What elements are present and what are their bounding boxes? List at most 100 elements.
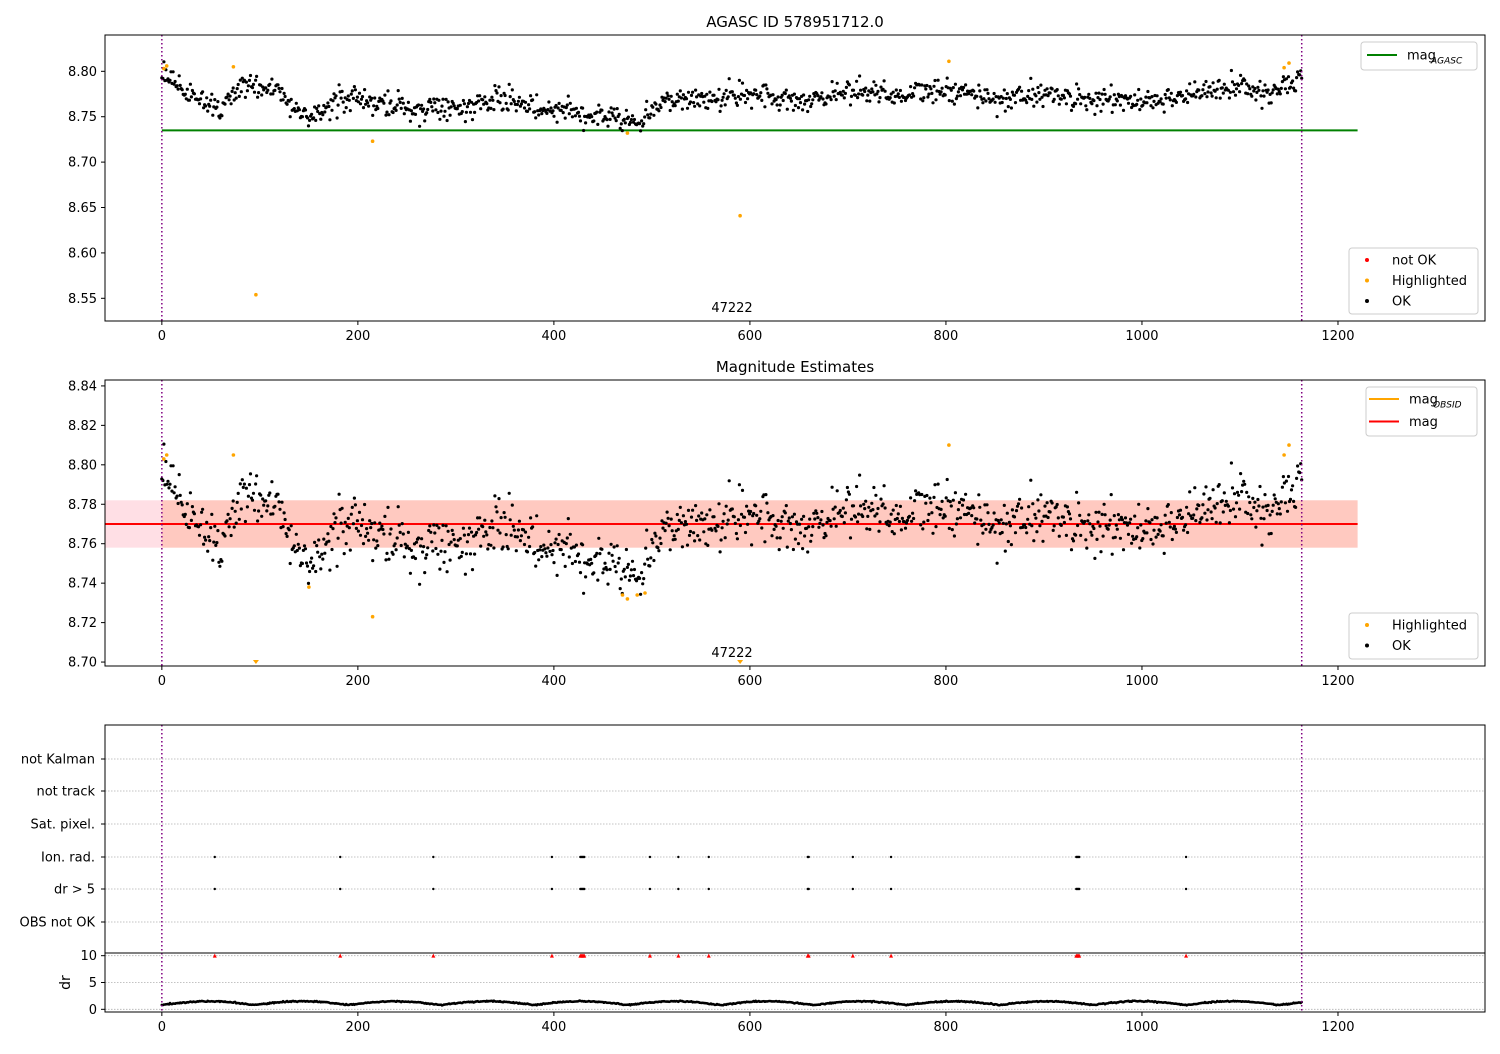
ok-point (228, 94, 232, 98)
ok-point (209, 526, 213, 530)
ok-point (710, 99, 714, 104)
ok-point (684, 522, 689, 526)
ok-point (211, 558, 215, 562)
ok-point (531, 98, 535, 102)
ok-point (444, 97, 448, 101)
ok-point (1161, 102, 1165, 106)
ok-point (232, 525, 236, 529)
ok-point (659, 105, 663, 110)
ok-point (534, 116, 538, 120)
ok-point (561, 111, 565, 115)
ok-point (434, 546, 438, 551)
legend-marker-0-label: not OK (1392, 254, 1437, 269)
ok-point (670, 100, 674, 104)
ok-point (811, 98, 815, 102)
ok-point (244, 80, 248, 84)
ok-point (1023, 523, 1027, 527)
ok-point (1041, 539, 1045, 543)
ok-point (1281, 75, 1285, 79)
ok-point (730, 90, 734, 94)
ok-point (355, 519, 359, 523)
ok-point (1016, 502, 1021, 506)
ok-point (991, 523, 995, 527)
ok-point (1149, 104, 1153, 108)
ok-point (1008, 97, 1013, 101)
flag-point (432, 887, 435, 891)
ok-point (897, 519, 902, 524)
ok-point (849, 94, 854, 98)
ok-point (308, 569, 312, 574)
ok-point (395, 103, 399, 107)
ok-point (620, 129, 624, 133)
ok-point (1271, 503, 1275, 507)
ok-point (739, 512, 744, 516)
ok-point (1288, 497, 1293, 501)
ok-point (549, 543, 553, 547)
x-tick-label: 600 (738, 329, 763, 344)
ok-point (977, 493, 981, 497)
ok-point (677, 518, 681, 523)
ok-point (844, 498, 849, 502)
ok-point (465, 105, 469, 109)
ok-point (535, 514, 539, 518)
ok-point (413, 556, 418, 561)
ok-point (511, 524, 515, 528)
ok-point (385, 110, 389, 114)
ok-point (582, 591, 586, 595)
ok-point (168, 78, 172, 82)
ok-point (708, 90, 712, 94)
ok-point (811, 525, 815, 529)
ok-point (247, 483, 252, 487)
ok-point (689, 93, 694, 97)
ok-point (1139, 523, 1143, 527)
ok-point (891, 508, 895, 512)
ok-point (1262, 517, 1266, 521)
ok-point (216, 529, 220, 533)
ok-point (422, 545, 426, 549)
ok-point (227, 98, 231, 102)
ok-point (694, 88, 698, 92)
ok-point (446, 529, 450, 533)
ok-point (814, 509, 818, 513)
ok-point (1003, 109, 1007, 113)
ok-point (1116, 92, 1120, 96)
ok-point (473, 110, 477, 114)
highlighted-point (625, 597, 630, 601)
ok-point (791, 108, 796, 112)
ok-point (883, 506, 887, 510)
ok-point (810, 102, 814, 106)
legend-marker-0-swatch (1365, 258, 1369, 262)
ok-point (1015, 504, 1020, 508)
ok-point (883, 89, 887, 93)
ok-point (757, 519, 761, 523)
ok-point (1298, 73, 1302, 77)
ok-point (237, 94, 241, 98)
ok-point (386, 89, 390, 93)
ok-point (331, 99, 335, 103)
ok-point (1036, 85, 1040, 90)
ok-point (1037, 91, 1041, 95)
ok-point (1226, 88, 1230, 92)
ok-point (919, 97, 923, 101)
ok-point (344, 542, 348, 546)
ok-point (192, 512, 196, 516)
ok-point (785, 107, 789, 111)
ok-point (1252, 89, 1256, 93)
ok-point (1087, 513, 1091, 517)
ok-point (346, 516, 350, 521)
ok-point (233, 509, 237, 513)
ok-point (1009, 106, 1014, 110)
ok-point (876, 89, 880, 93)
ok-point (763, 105, 767, 109)
ok-point (245, 89, 249, 93)
dr-clipped-marker (647, 953, 652, 958)
ok-point (703, 517, 707, 521)
ok-point (312, 116, 316, 120)
ok-point (784, 88, 788, 92)
ok-point (467, 526, 472, 530)
ok-point (952, 534, 957, 538)
ok-point (489, 106, 493, 110)
ok-point (260, 514, 264, 518)
ok-point (865, 99, 869, 103)
